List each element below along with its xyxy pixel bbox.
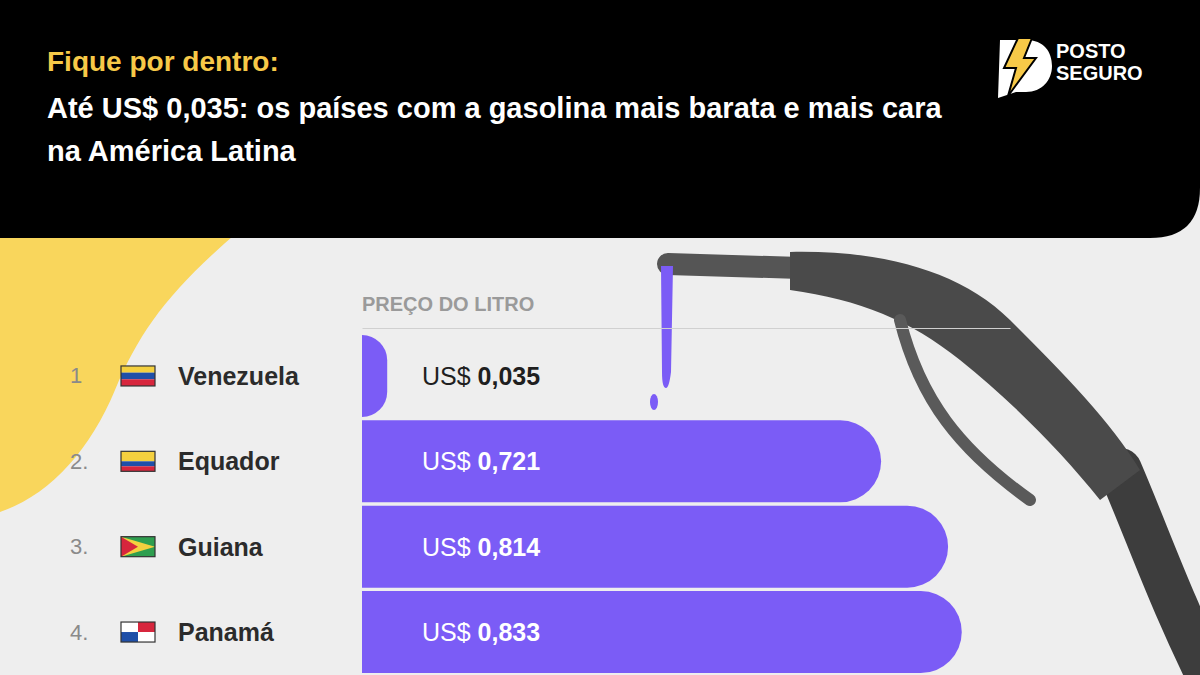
- logo-bolt: [1004, 38, 1036, 96]
- rank-label: 3.: [70, 534, 88, 559]
- subtitle: Fique por dentro:: [47, 46, 279, 77]
- x-axis: [363, 328, 1011, 329]
- data-label-number: 0,814: [478, 533, 541, 561]
- flag: [121, 366, 155, 386]
- data-label-unit: US$: [422, 362, 478, 390]
- data-label: US$ 0,721: [422, 447, 540, 475]
- x-axis-line: [363, 328, 1011, 329]
- flag: [121, 537, 155, 557]
- data-label: US$ 0,035: [422, 362, 540, 390]
- data-label-number: 0,721: [478, 447, 541, 475]
- background: [0, 0, 1200, 675]
- bar: [362, 506, 948, 588]
- flag-part: [121, 537, 155, 557]
- flag-part: [121, 632, 138, 642]
- y-tick-label: Equador: [178, 447, 280, 475]
- data-label: US$ 0,814: [422, 533, 540, 561]
- data-label: US$ 0,833: [422, 618, 540, 646]
- bars: [362, 335, 962, 673]
- flag-border: [121, 451, 155, 471]
- flag-part: [121, 379, 155, 386]
- x-axis-title: PREÇO DO LITRO: [362, 293, 534, 315]
- nozzle-trigger: [900, 320, 1030, 500]
- flag-part: [121, 451, 155, 461]
- rank-label: 1: [70, 363, 82, 388]
- flag-part: [121, 466, 155, 471]
- flag-part: [121, 537, 138, 557]
- flag-part: [121, 461, 155, 466]
- flag-part: [121, 622, 138, 632]
- flag-part: [138, 632, 155, 642]
- y-tick-label: Venezuela: [178, 362, 300, 390]
- flag: [121, 622, 155, 642]
- title-line: Até US$ 0,035: os países com a gasolina …: [47, 92, 942, 124]
- flag-border: [121, 366, 155, 386]
- flag-part: [121, 366, 155, 373]
- flag-border: [121, 622, 155, 642]
- y-tick-label: Guiana: [178, 533, 264, 561]
- logo-text: POSTO: [1056, 40, 1126, 62]
- header-background: [0, 0, 1200, 238]
- drip: [661, 266, 673, 388]
- rank-label: 4.: [70, 620, 88, 645]
- title-line: na América Latina: [47, 135, 297, 167]
- bar: [362, 420, 881, 502]
- y-tick-label: Panamá: [178, 618, 274, 646]
- nozzle-hose: [1120, 470, 1200, 675]
- flag-border: [121, 537, 155, 557]
- flag-part: [121, 537, 155, 557]
- data-label-unit: US$: [422, 618, 478, 646]
- chart: Fique por dentro: Até US$ 0,035: os paíse…: [0, 0, 1200, 675]
- bar: [362, 335, 387, 417]
- data-label-number: 0,035: [478, 362, 541, 390]
- data-label-number: 0,833: [478, 618, 541, 646]
- nozzle-spout: [668, 264, 800, 268]
- flag-part: [138, 622, 155, 632]
- title: Até US$ 0,035: os países com a gasolina …: [47, 92, 942, 167]
- bar: [362, 591, 962, 673]
- rank-label: 2.: [70, 449, 88, 474]
- logo: POSTOSEGURO: [998, 38, 1143, 98]
- drip-drop: [650, 394, 658, 410]
- logo-text: SEGURO: [1056, 62, 1143, 84]
- data-label-unit: US$: [422, 447, 478, 475]
- data-label-unit: US$: [422, 533, 478, 561]
- flag-part: [121, 373, 155, 380]
- flag: [121, 451, 155, 471]
